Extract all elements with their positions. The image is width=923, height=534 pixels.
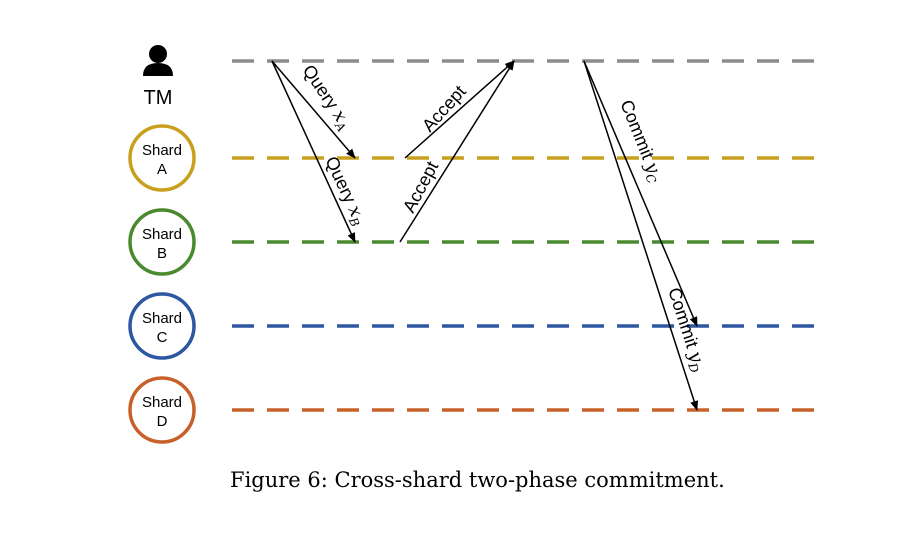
shard-c-label-line1: Shard: [142, 310, 182, 327]
figure-caption: Figure 6: Cross-shard two-phase commitme…: [230, 468, 725, 492]
label-commit-d: Commit yD: [661, 285, 710, 375]
shard-b-label-line1: Shard: [142, 226, 182, 243]
arrow-commit-d: [583, 60, 699, 411]
arrow-accept-b: [399, 60, 515, 243]
label-accept-a: Accept: [418, 81, 470, 135]
shard-a-node: Shard A: [128, 124, 196, 192]
person-icon: [143, 45, 173, 76]
shard-d-label-line2: D: [157, 413, 168, 430]
shard-b-node: Shard B: [128, 208, 196, 276]
shard-c-node: Shard C: [128, 292, 196, 360]
label-accept-b: Accept: [399, 158, 442, 216]
label-commit-c: Commit yC: [614, 97, 668, 186]
arrow-query-a: [271, 60, 356, 159]
shard-b-label-line2: B: [157, 245, 167, 262]
arrow-query-b: [271, 60, 356, 243]
tm-label: TM: [144, 87, 173, 109]
arrow-commit-c: [583, 60, 698, 327]
arrow-accept-a: [404, 60, 515, 159]
shard-d-node: Shard D: [128, 376, 196, 444]
shard-a-label-line2: A: [157, 161, 167, 178]
shard-a-label-line1: Shard: [142, 142, 182, 159]
shard-d-label-line1: Shard: [142, 394, 182, 411]
shard-c-label-line2: C: [157, 329, 168, 346]
